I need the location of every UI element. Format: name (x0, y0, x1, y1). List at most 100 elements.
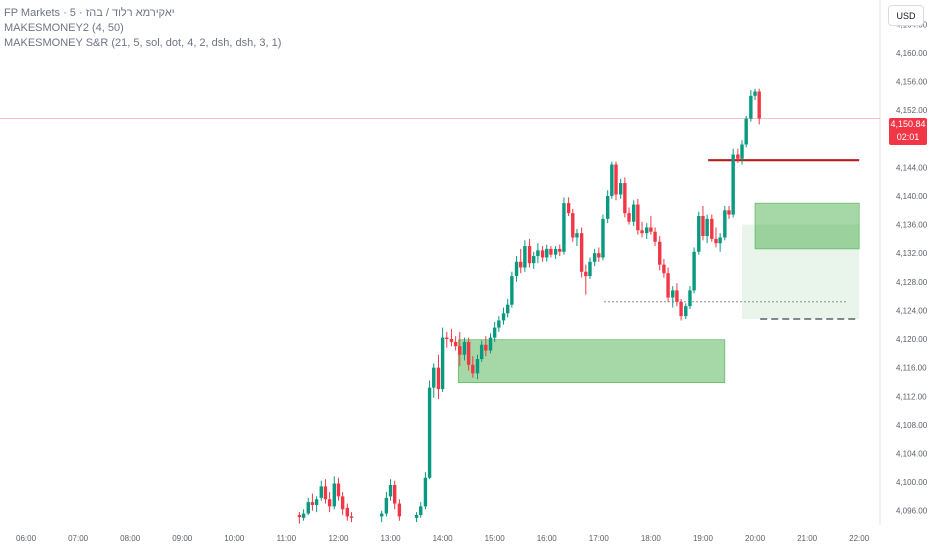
y-tick-label: 4,096.00 (896, 507, 928, 516)
candle-body (488, 337, 493, 351)
candle-body (588, 261, 592, 277)
x-tick-label: 12:00 (328, 534, 349, 543)
candle-body (479, 344, 484, 360)
candle-body (692, 251, 696, 291)
candle-body (445, 337, 449, 340)
candle-body (753, 91, 757, 96)
candle-body (514, 261, 519, 277)
y-tick-label: 4,140.00 (896, 192, 928, 201)
candle-body (584, 271, 588, 277)
candle-body (749, 95, 753, 119)
candle-body (614, 164, 618, 195)
candle-body (666, 273, 670, 298)
candle-body (414, 514, 419, 518)
candle-body (314, 499, 319, 505)
candle-body (697, 216, 701, 252)
candle-body (306, 502, 310, 514)
candle-body (649, 227, 653, 232)
candle-body (623, 183, 627, 214)
legend-indicator-1[interactable]: MAKESMONEY2 (4, 50) (4, 22, 124, 34)
candle-body (558, 248, 562, 252)
candle-body (340, 496, 345, 510)
candle-body (645, 227, 649, 234)
candle-body (423, 477, 428, 507)
y-tick-label: 4,100.00 (896, 478, 928, 487)
x-tick-label: 17:00 (589, 534, 610, 543)
candle-body (475, 359, 480, 374)
candle-body (301, 513, 306, 518)
candle-body (597, 253, 601, 258)
candle-body (549, 248, 553, 255)
y-tick-label: 4,136.00 (896, 221, 928, 230)
candle-body (540, 250, 545, 258)
candle-body (440, 337, 445, 390)
x-tick-label: 15:00 (485, 534, 506, 543)
candle-body (397, 503, 402, 517)
x-tick-label: 21:00 (797, 534, 818, 543)
y-tick-label: 4,124.00 (896, 306, 928, 315)
candle-body (332, 483, 336, 507)
candle-body (492, 327, 497, 338)
bar-countdown: 02:01 (896, 132, 920, 142)
legend-indicator-2[interactable]: MAKESMONEY S&R (21, 5, sol, dot, 4, 2, d… (4, 37, 282, 49)
candle-body (718, 237, 722, 244)
demand-zone (754, 202, 860, 250)
candle-body (757, 91, 761, 119)
candle-body (610, 164, 614, 196)
candle-body (562, 203, 566, 252)
candle-body (462, 341, 467, 355)
candle-body (432, 367, 436, 388)
candle-body (688, 290, 692, 307)
last-price-value: 4,150.84 (890, 119, 926, 129)
candle-body (714, 238, 718, 244)
candle-body (675, 290, 679, 302)
candle-body (553, 248, 558, 255)
y-tick-label: 4,132.00 (896, 249, 928, 258)
x-tick-label: 11:00 (277, 534, 297, 543)
y-tick-label: 4,116.00 (896, 364, 927, 373)
candle-body (453, 341, 458, 347)
candle-body (336, 483, 341, 497)
x-tick-label: 16:00 (537, 534, 558, 543)
candle-body (545, 248, 549, 258)
candle-body (571, 213, 575, 238)
candle-body (671, 290, 675, 298)
candle-body (727, 210, 731, 215)
candle-body (523, 246, 527, 268)
candle-body (601, 218, 605, 258)
candle-body (575, 233, 579, 238)
candle-body (640, 230, 644, 234)
candle-body (471, 364, 475, 374)
candle-body (627, 213, 631, 222)
candle-body (566, 203, 571, 214)
candle-body (705, 218, 709, 237)
y-tick-label: 4,152.00 (896, 106, 928, 115)
x-tick-label: 13:00 (381, 534, 402, 543)
y-tick-label: 4,144.00 (896, 163, 928, 172)
candle-body (658, 241, 662, 265)
y-tick-label: 4,120.00 (896, 335, 928, 344)
candle-body (579, 233, 584, 272)
candle-body (723, 210, 727, 238)
y-tick-label: 4,128.00 (896, 278, 928, 287)
y-tick-label: 4,104.00 (896, 449, 928, 458)
candle-body (605, 195, 610, 219)
candle-body (679, 301, 683, 317)
candle-body (536, 250, 540, 257)
last-price-label: 4,150.84 02:01 (889, 118, 927, 145)
candle-body (510, 276, 514, 305)
currency-button[interactable]: USD (888, 5, 924, 26)
candle-body (323, 486, 328, 500)
candle-body (731, 154, 735, 215)
candle-body (327, 499, 332, 507)
x-tick-label: 19:00 (693, 534, 714, 543)
x-tick-label: 07:00 (68, 534, 89, 543)
candle-body (501, 313, 506, 321)
candle-body (449, 339, 454, 342)
x-tick-label: 20:00 (745, 534, 766, 543)
candle-body (592, 253, 597, 262)
x-tick-label: 22:00 (849, 534, 870, 543)
candle-body (379, 513, 384, 517)
legend-symbol: FP Markets · 5 · יאקירמא רלוד / בהז (4, 7, 175, 19)
